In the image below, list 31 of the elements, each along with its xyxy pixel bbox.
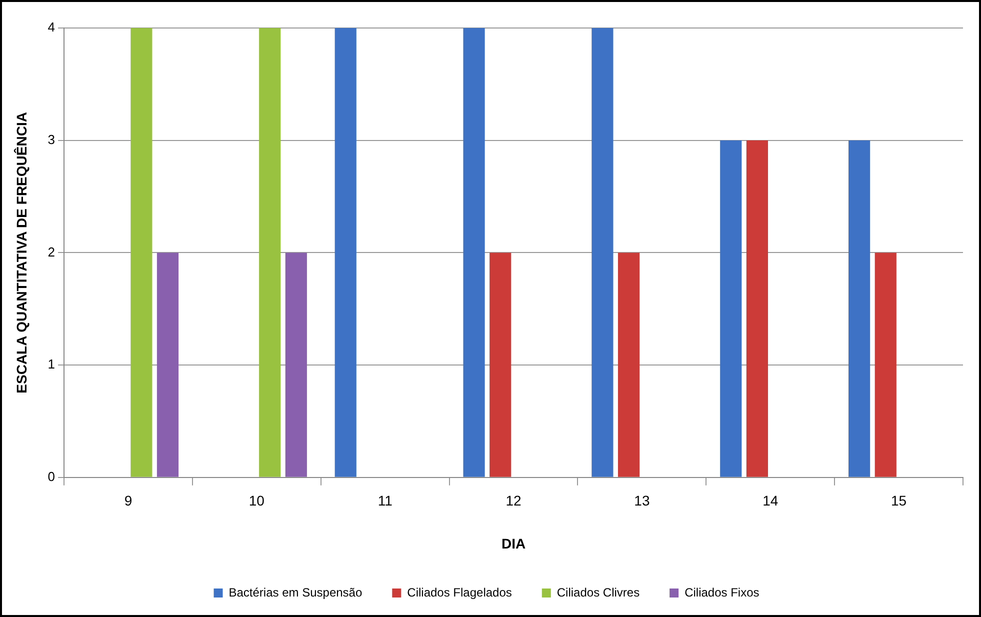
x-axis-title: DIA [501, 535, 526, 552]
x-tick-label: 15 [891, 492, 907, 509]
x-tick-label: 12 [506, 492, 522, 509]
y-tick-label: 2 [48, 244, 56, 260]
bar [259, 28, 281, 477]
bar [720, 140, 742, 477]
bar [463, 28, 485, 477]
x-tick-label: 11 [378, 492, 393, 509]
bar [156, 252, 179, 477]
legend-label: Bactérias em Suspensão [228, 585, 362, 600]
bar [334, 28, 356, 477]
legend-label: Ciliados Fixos [684, 585, 760, 600]
y-tick-label: 0 [48, 468, 56, 484]
x-tick-label: 14 [762, 492, 778, 509]
bar [490, 252, 512, 477]
bar [618, 252, 640, 477]
bar [874, 252, 896, 477]
bar [285, 252, 307, 477]
y-tick-label: 4 [48, 20, 56, 35]
bar [592, 28, 614, 477]
bar [746, 140, 768, 477]
x-tick-label: 9 [124, 492, 132, 509]
bar [130, 28, 152, 477]
y-axis-title: ESCALA QUANTITATIVA DE FREQUÊNCIA [13, 112, 30, 394]
legend-label: Ciliados Flagelados [407, 585, 512, 600]
x-tick-label: 13 [634, 492, 650, 509]
bar [848, 140, 870, 477]
y-tick-label: 3 [48, 132, 56, 147]
y-tick-label: 1 [48, 356, 56, 372]
x-tick-label: 10 [248, 492, 265, 509]
legend-label: Ciliados Clivres [556, 585, 640, 600]
